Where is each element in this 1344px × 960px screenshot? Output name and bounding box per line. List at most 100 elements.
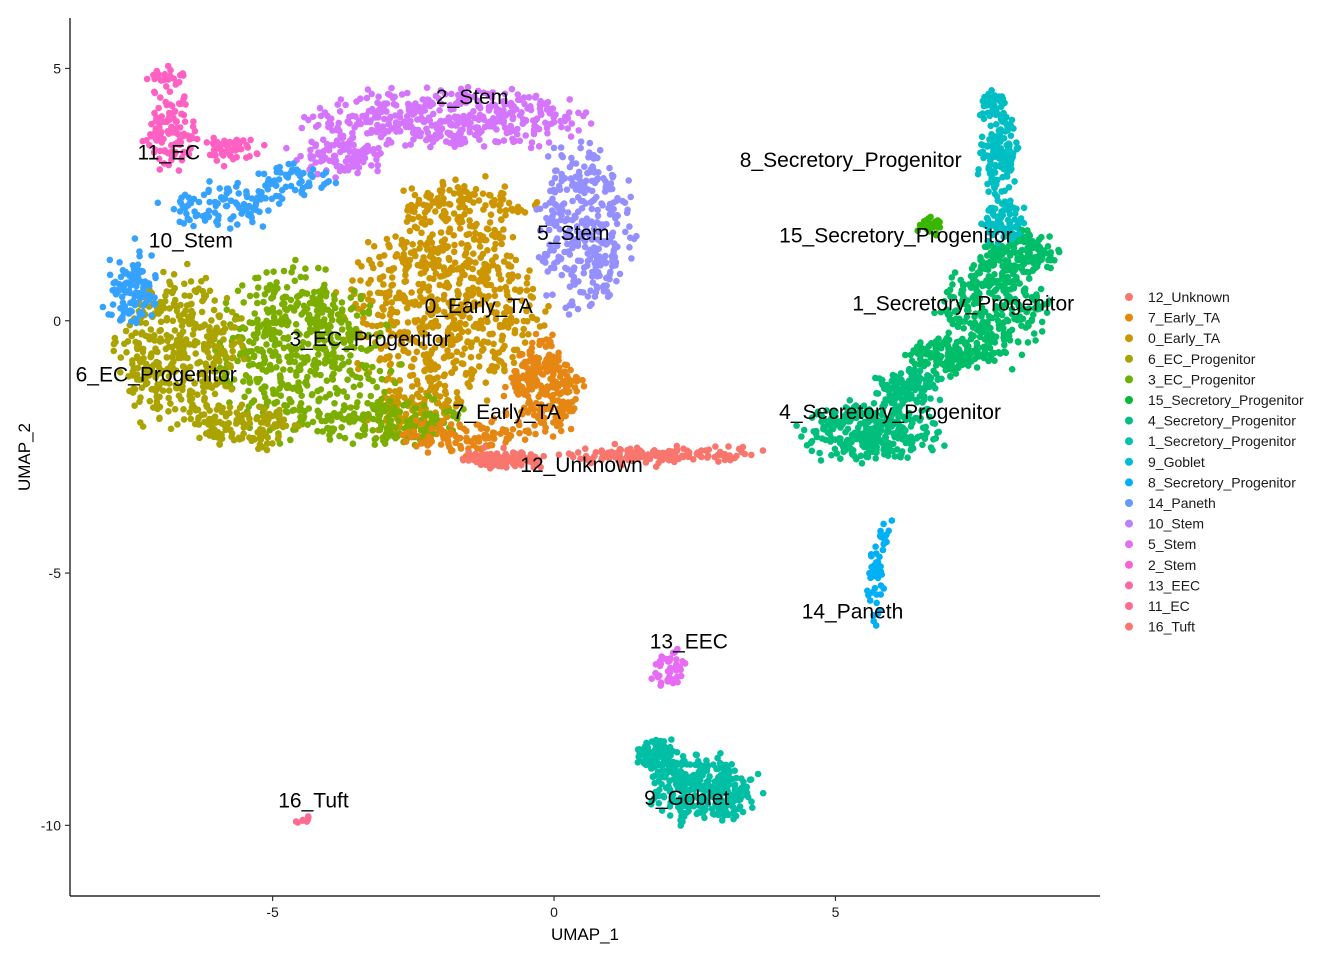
point	[1025, 275, 1033, 282]
point	[154, 405, 161, 413]
point	[260, 418, 268, 425]
point	[545, 226, 553, 234]
point	[350, 344, 358, 352]
point	[407, 372, 414, 380]
point	[131, 402, 138, 410]
cluster-points-11_EC	[139, 62, 268, 174]
cluster-points-10_Stem	[99, 160, 340, 327]
point	[602, 259, 609, 267]
point	[350, 383, 358, 391]
point	[400, 187, 407, 194]
point	[284, 381, 292, 389]
point	[435, 336, 443, 344]
point	[369, 427, 377, 434]
point	[128, 277, 135, 284]
point	[542, 343, 550, 351]
point	[377, 150, 384, 157]
point	[375, 93, 382, 100]
point	[486, 263, 493, 270]
point	[556, 226, 564, 233]
point	[216, 440, 223, 448]
point	[324, 412, 332, 420]
point	[424, 96, 431, 103]
point	[977, 253, 984, 261]
point	[171, 405, 179, 413]
point	[180, 111, 188, 119]
point	[430, 245, 438, 252]
point	[228, 324, 235, 331]
point	[561, 113, 569, 121]
point	[359, 309, 367, 316]
point	[476, 243, 484, 250]
point	[402, 271, 409, 279]
point	[380, 103, 387, 111]
point	[500, 107, 507, 114]
cluster-points-2_Stem	[283, 83, 595, 181]
point	[506, 306, 514, 313]
point	[374, 311, 382, 319]
point	[398, 91, 406, 98]
point	[589, 268, 596, 276]
point	[552, 111, 559, 118]
point	[726, 452, 733, 459]
point	[558, 380, 565, 388]
point	[991, 357, 998, 365]
point	[316, 104, 324, 112]
point	[410, 355, 418, 363]
point	[470, 323, 478, 330]
point	[491, 286, 499, 294]
point	[353, 403, 360, 411]
point	[309, 113, 317, 120]
point	[298, 392, 306, 400]
point	[1007, 297, 1014, 305]
point	[338, 134, 346, 142]
point	[607, 180, 615, 187]
point	[151, 294, 158, 301]
point	[122, 279, 130, 287]
point	[384, 404, 392, 412]
point	[270, 313, 278, 321]
point	[309, 166, 317, 173]
point	[359, 154, 367, 161]
point	[389, 422, 396, 430]
point	[432, 385, 440, 392]
point	[1055, 246, 1062, 254]
point	[565, 401, 572, 409]
point	[945, 329, 952, 337]
point	[935, 335, 942, 343]
point	[349, 129, 356, 137]
point	[960, 325, 967, 332]
point	[136, 252, 143, 260]
point	[147, 363, 155, 371]
point	[116, 259, 123, 266]
point	[433, 307, 441, 314]
point	[451, 241, 458, 249]
point	[210, 306, 218, 314]
point	[191, 380, 198, 387]
point	[673, 442, 681, 450]
point	[386, 311, 394, 319]
point	[397, 361, 405, 368]
point	[194, 360, 201, 367]
point	[739, 443, 747, 451]
point	[297, 152, 304, 160]
point	[588, 218, 595, 225]
point	[444, 215, 452, 223]
point	[304, 421, 311, 429]
point	[333, 341, 340, 349]
point	[569, 453, 577, 461]
point	[520, 325, 527, 333]
point	[452, 176, 459, 183]
point	[331, 400, 338, 407]
point	[326, 335, 333, 343]
point	[932, 344, 940, 352]
point	[499, 234, 507, 241]
point	[518, 297, 526, 305]
point	[872, 374, 879, 382]
point	[191, 420, 199, 428]
point	[622, 228, 629, 236]
point	[411, 109, 419, 117]
point	[388, 299, 396, 306]
point	[594, 175, 602, 182]
point	[984, 266, 992, 274]
